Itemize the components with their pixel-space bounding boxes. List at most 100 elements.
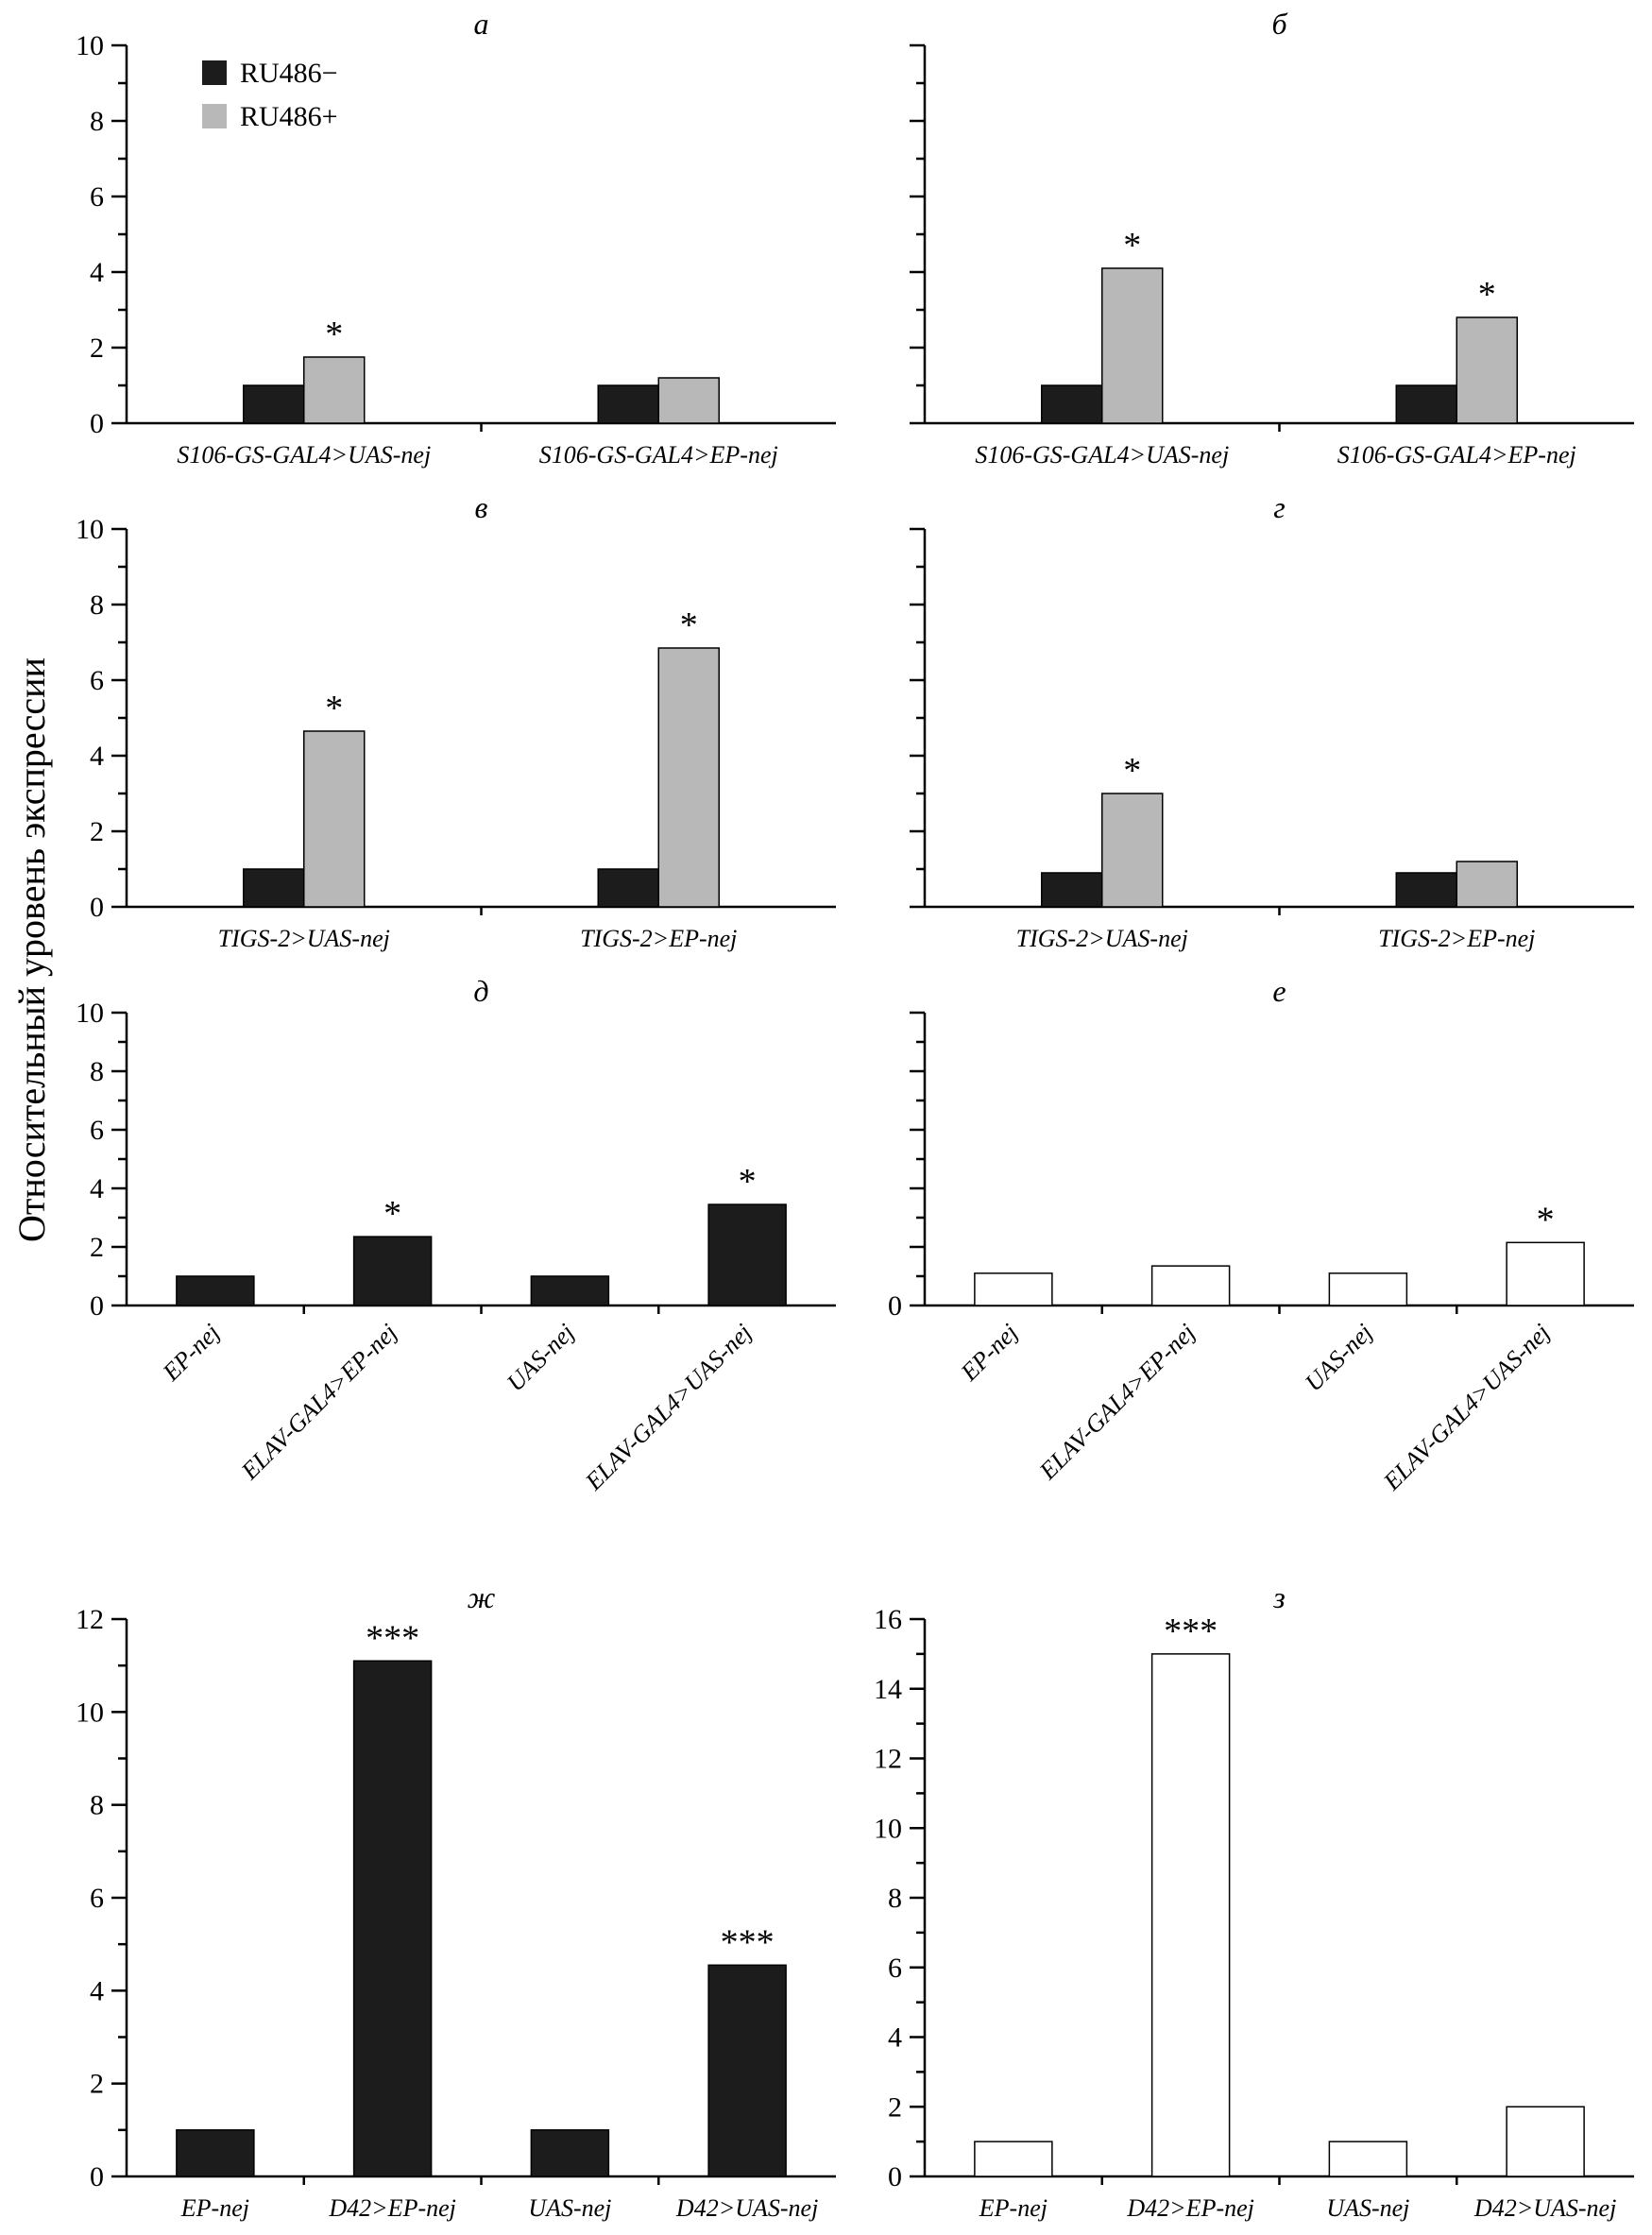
- y-tick-label: 10: [874, 1813, 902, 1844]
- bars: [243, 356, 720, 424]
- category-label: TIGS-2>UAS-nej: [1016, 925, 1188, 952]
- y-tick-label: 6: [90, 181, 104, 213]
- significance-marker: *: [1537, 1200, 1555, 1239]
- category-label: ELAV-GAL4>UAS-nej: [579, 1319, 757, 1496]
- panel-title: а: [474, 7, 489, 41]
- bar: [1456, 861, 1518, 908]
- bar: [1328, 2141, 1408, 2177]
- bar: [243, 868, 305, 908]
- significance-marker: *: [1123, 226, 1141, 265]
- bar: [352, 1236, 433, 1306]
- bar: [243, 384, 305, 424]
- category-label: EP-nej: [955, 1319, 1023, 1387]
- panel-title: г: [1273, 490, 1285, 524]
- y-tick-label: 10: [76, 30, 104, 61]
- y-tick-label: 0: [90, 408, 104, 439]
- category-label: S106-GS-GAL4>UAS-nej: [177, 441, 431, 469]
- panel-title: е: [1272, 974, 1286, 1008]
- y-tick-label: 6: [888, 1953, 902, 1984]
- significance-marker: *: [739, 1162, 757, 1202]
- category-labels: TIGS-2>UAS-nej TIGS-2>EP-nej: [1016, 925, 1536, 952]
- y-tick-label: 12: [76, 1604, 104, 1635]
- y-axis-ticks: [910, 43, 925, 425]
- chart-panel-zh: ж 0 2 4 6 8 10 12 *** *** EP-nej D42>EP-nej UAS-nej D…: [76, 1580, 836, 2222]
- y-tick-label: 10: [76, 514, 104, 545]
- axes: [923, 45, 1634, 425]
- y-tick-label: 4: [90, 257, 104, 288]
- chart-panel-d: д 0 2 4 6 8 10 * * EP-nej ELAV-GAL4>EP-nej UAS-nej E…: [76, 974, 836, 1496]
- bar: [303, 730, 366, 908]
- significance-marker: *: [1478, 275, 1496, 315]
- category-label: UAS-nej: [502, 1319, 580, 1397]
- y-tick-label: 2: [90, 2069, 104, 2100]
- bars: [243, 647, 720, 908]
- category-label: TIGS-2>EP-nej: [580, 925, 737, 952]
- charts-grid: а 0 2 4 6 8 10 * S106-GS-GAL4>UAS-nej S106-GS-GAL…: [51, 4, 1647, 2229]
- panel-title: б: [1271, 7, 1287, 41]
- y-tick-label: 4: [90, 1173, 104, 1204]
- legend-swatch: [202, 60, 227, 85]
- bar: [1456, 316, 1518, 424]
- category-label: D42>EP-nej: [1126, 2194, 1254, 2222]
- panel-title: ж: [468, 1580, 496, 1614]
- y-tick-label: 4: [90, 741, 104, 772]
- x-axis-ticks: [1100, 1305, 1458, 1314]
- y-tick-label: 12: [874, 1744, 902, 1775]
- bar: [176, 2129, 255, 2177]
- significance-marker: ***: [1164, 1612, 1218, 1651]
- y-axis-ticks: 0 2 4 6 8 10: [76, 514, 127, 923]
- bar: [1328, 1272, 1408, 1306]
- y-tick-label: 4: [90, 1975, 104, 2006]
- bar: [657, 377, 720, 424]
- y-tick-label: 6: [90, 1115, 104, 1146]
- category-labels: EP-nej ELAV-GAL4>EP-nej UAS-nej ELAV-GAL4>U…: [157, 1319, 758, 1496]
- bar: [707, 1203, 787, 1306]
- significance-marker: *: [680, 606, 698, 645]
- category-label: D42>EP-nej: [328, 2194, 456, 2222]
- y-axis-label: Относительный уровень экспрессии: [10, 657, 53, 1242]
- y-axis-ticks: [910, 527, 925, 909]
- y-tick-label: 4: [888, 2022, 902, 2054]
- category-label: UAS-nej: [1300, 1319, 1378, 1397]
- bars: [1041, 267, 1518, 424]
- y-tick-label: 8: [90, 106, 104, 137]
- bar: [1506, 1241, 1585, 1306]
- bar: [352, 1660, 433, 2177]
- bar: [1506, 2106, 1585, 2177]
- category-label: D42>UAS-nej: [1473, 2194, 1616, 2222]
- category-label: ELAV-GAL4>EP-nej: [1033, 1319, 1201, 1486]
- y-tick-label: 0: [90, 892, 104, 923]
- bar: [530, 2129, 610, 2177]
- panel-title: д: [473, 974, 488, 1008]
- bar: [1395, 872, 1457, 908]
- y-tick-label: 2: [90, 333, 104, 364]
- legend-label: RU486+: [240, 101, 338, 132]
- y-tick-label: 6: [90, 665, 104, 696]
- bar: [597, 384, 659, 424]
- chart-panel-g: г * TIGS-2>UAS-nej TIGS-2>EP-nej: [910, 490, 1634, 952]
- bar: [1150, 1265, 1231, 1306]
- bars: [176, 1203, 787, 1306]
- y-tick-label: 8: [888, 1883, 902, 1914]
- chart-panel-z: з 0 2 4 6 8 10 12 14 16 *** EP-nej D42>EP-nej UAS-nej…: [874, 1580, 1634, 2222]
- bar: [530, 1275, 610, 1306]
- bar: [974, 1272, 1053, 1306]
- x-axis-ticks: [302, 1305, 660, 1314]
- category-label: UAS-nej: [528, 2194, 611, 2222]
- legend-swatch: [202, 104, 227, 128]
- y-tick-label: 10: [76, 998, 104, 1029]
- axes: [125, 529, 836, 909]
- y-axis-ticks: 0 2 4 6 8 10: [76, 998, 127, 1322]
- significance-marker: *: [325, 315, 343, 354]
- y-tick-label: 2: [90, 816, 104, 847]
- y-tick-label: 16: [874, 1604, 902, 1635]
- y-axis-ticks: 0 2 4 6 8 10 12: [76, 1604, 127, 2192]
- y-tick-label: 8: [90, 1056, 104, 1087]
- bar: [1150, 1653, 1231, 2177]
- x-axis-ticks: [302, 2176, 660, 2185]
- category-label: EP-nej: [180, 2194, 249, 2222]
- bar: [974, 2141, 1053, 2177]
- category-labels: S106-GS-GAL4>UAS-nej S106-GS-GAL4>EP-nej: [975, 441, 1575, 469]
- category-label: ELAV-GAL4>UAS-nej: [1377, 1319, 1555, 1496]
